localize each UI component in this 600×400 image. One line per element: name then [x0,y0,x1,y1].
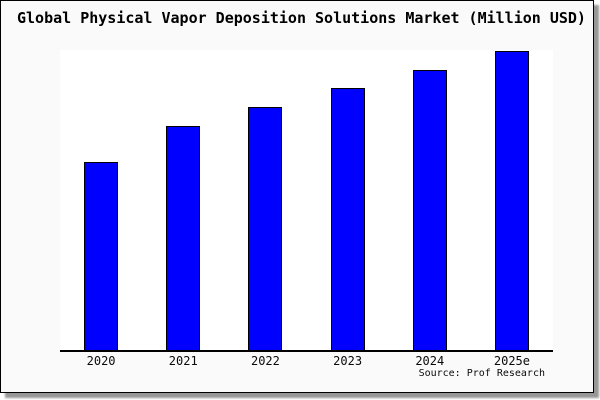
bar-slot-2022 [224,50,306,350]
chart-frame: Global Physical Vapor Deposition Solutio… [0,0,594,393]
bar-slot-2024 [389,50,471,350]
plot-area [60,50,553,352]
x-tick-label-2024: 2024 [415,354,445,368]
bar-slot-2023 [307,50,389,350]
bar-slot-2025e [471,50,553,350]
x-tick-label-2022: 2022 [250,354,280,368]
bar-2024 [412,69,447,350]
source-credit: Source: Prof Research [418,368,545,379]
bar-slot-2021 [142,50,224,350]
x-axis-labels: 2020 2021 2022 2023 2024 2025e [60,354,553,368]
bar-2022 [248,106,283,350]
chart-title: Global Physical Vapor Deposition Solutio… [17,9,586,27]
x-tick-label-2025e: 2025e [493,354,530,368]
bar-2025e [494,50,529,350]
x-tick-label-2020: 2020 [86,354,116,368]
x-tick-label-2021: 2021 [168,354,198,368]
bar-2023 [330,87,365,350]
x-tick-label-2023: 2023 [333,354,363,368]
bar-slot-2020 [60,50,142,350]
bar-2021 [166,125,201,350]
bar-2020 [84,162,119,350]
